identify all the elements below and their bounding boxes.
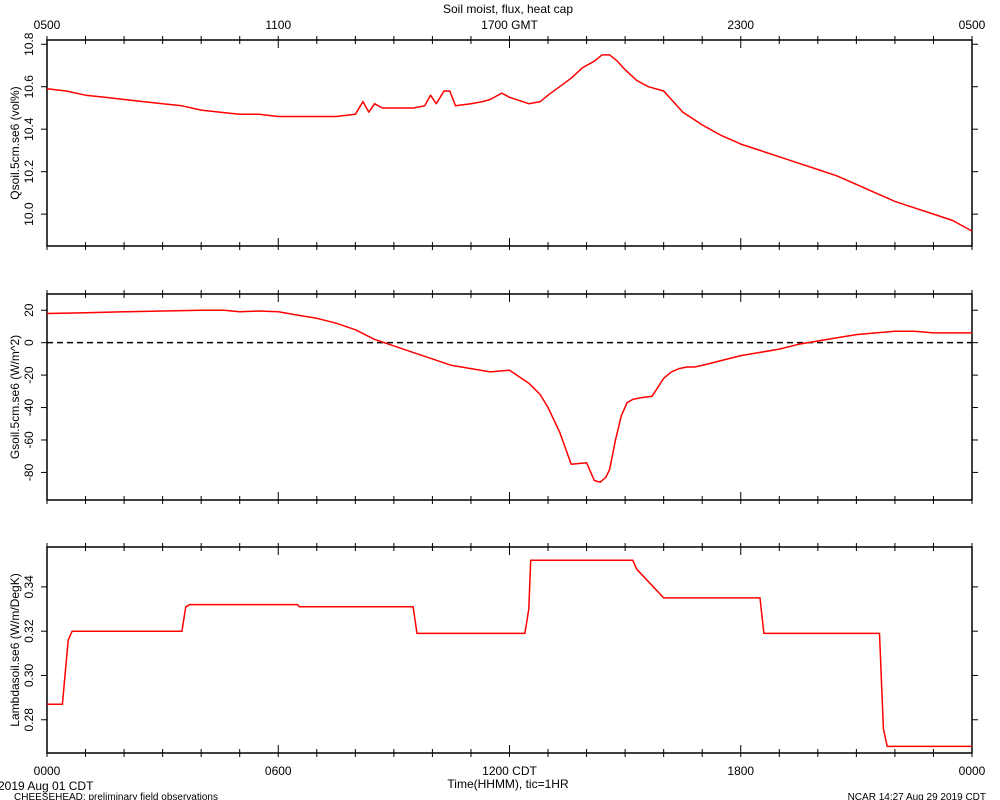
y-tick-label: 10.0 [22, 202, 36, 226]
footer-project: CHEESEHEAD: preliminary field observatio… [14, 792, 218, 800]
y-tick-label: -40 [22, 399, 36, 417]
series-line [46, 54, 973, 232]
y-tick-label: 0.28 [22, 708, 36, 732]
figure-title: Soil moist, flux, heat cap [443, 2, 573, 16]
y-tick-label: -60 [22, 431, 36, 449]
panel-1: 10.0 10.2 10.4 10.6 10.8 Qsoil.5cm.se6 (vol%) [8, 32, 978, 250]
x-axis-label: Time(HHMM), tic=1HR [447, 777, 569, 791]
y-tick-label: 0.34 [22, 575, 36, 599]
y-axis-label: Lambdasoil.se6 (W/m/DegK) [8, 573, 22, 726]
footer-credit: NCAR 14:27 Aug 29 2019 CDT [848, 792, 986, 800]
top-tick-label: 0500 [34, 18, 61, 32]
footer-date: 2019 Aug 01 CDT [0, 779, 94, 793]
series-line [47, 559, 972, 748]
bottom-tick-label: 0000 [34, 764, 61, 778]
y-tick-label: 0.30 [22, 663, 36, 687]
y-axis-label: Qsoil.5cm.se6 (vol%) [8, 86, 22, 199]
top-tick-label: 1700 GMT [481, 18, 538, 32]
y-tick-label: 10.4 [22, 117, 36, 141]
top-tick-label: 2300 [727, 18, 754, 32]
plot-frame [46, 293, 973, 501]
y-tick-label: 0 [22, 339, 36, 346]
y-axis-label: Gsoil.5cm.se6 (W/m^2) [8, 335, 22, 459]
series-line [46, 309, 972, 483]
y-tick-label: -20 [22, 366, 36, 384]
y-tick-label: -80 [22, 463, 36, 481]
y-tick-label: 0.32 [22, 619, 36, 643]
plot-frame [46, 546, 973, 754]
plot-frame [46, 39, 973, 247]
y-tick-label: 10.8 [22, 32, 36, 56]
top-tick-label: 1100 [265, 18, 291, 32]
y-tick-label: 20 [22, 303, 36, 317]
bottom-tick-label: 0600 [265, 764, 292, 778]
panels: 10.0 10.2 10.4 10.6 10.8 Qsoil.5cm.se6 (vol%)… [8, 18, 986, 778]
y-tick-label: 10.6 [22, 75, 36, 99]
top-tick-label: 0500 [959, 18, 986, 32]
bottom-tick-label: 0000 [959, 764, 986, 778]
bottom-tick-label: 1200 CDT [482, 764, 537, 778]
bottom-tick-label: 1800 [727, 764, 754, 778]
y-tick-label: 10.2 [22, 160, 36, 184]
